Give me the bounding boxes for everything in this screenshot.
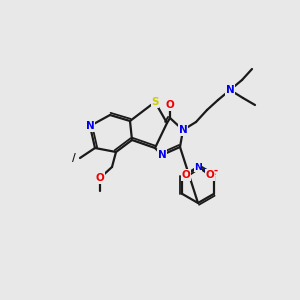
Text: O: O [166,100,174,110]
Text: S: S [151,97,159,107]
Text: N: N [194,163,202,172]
Text: N: N [178,125,188,135]
Text: O: O [96,173,104,183]
Text: O: O [206,170,214,180]
Text: N: N [85,121,94,131]
Text: N: N [158,150,166,160]
Text: +: + [200,167,206,173]
Text: N: N [226,85,234,95]
Text: O: O [182,170,190,180]
Text: /: / [72,153,76,163]
Text: -: - [214,166,218,176]
